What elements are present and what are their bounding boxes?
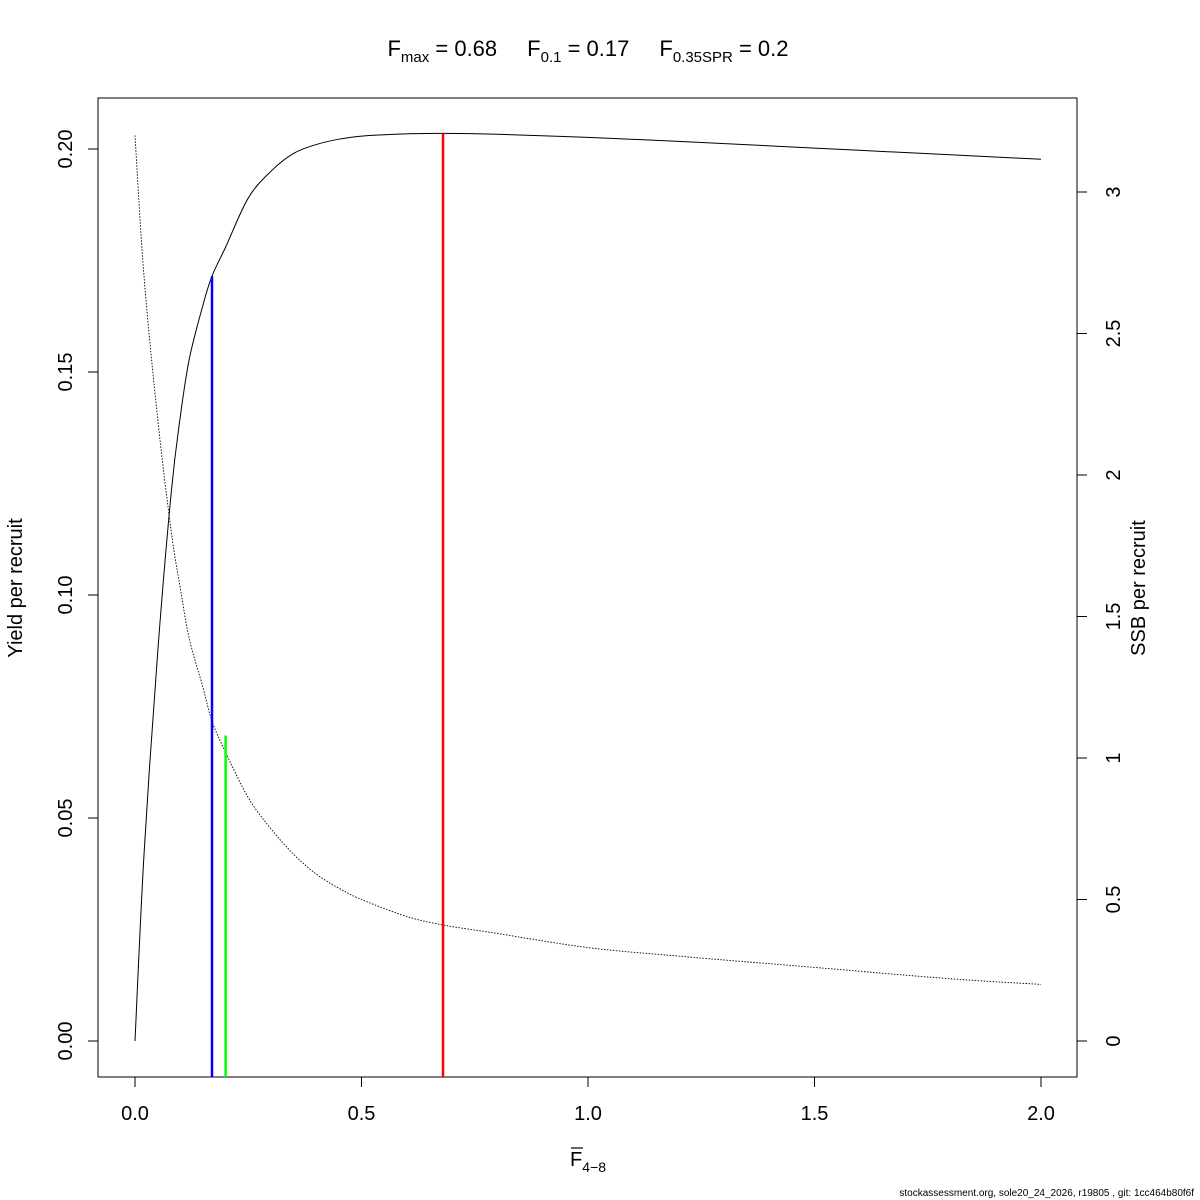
title-fmax-value: = 0.68 xyxy=(429,36,497,61)
title-f01-subscript: 0.1 xyxy=(541,49,562,66)
y-left-tick-label: 0.10 xyxy=(55,576,77,615)
x-tick-label: 1.0 xyxy=(574,1103,602,1125)
y-right-tick-label: 2 xyxy=(1103,469,1125,480)
reference-lines xyxy=(210,133,445,1077)
title-fspr-value: = 0.2 xyxy=(733,36,789,61)
series-layer xyxy=(134,132,1042,1042)
title-fmax-symbol: F xyxy=(387,36,400,61)
y-right-tick-label: 1 xyxy=(1103,752,1125,763)
ssb-per-recruit-curve xyxy=(134,135,1042,985)
y-right-tick-label: 2.5 xyxy=(1103,320,1125,348)
y-right-tick-label: 0.5 xyxy=(1103,886,1125,914)
y-right-tick-label: 3 xyxy=(1103,186,1125,197)
title-fspr-symbol: F xyxy=(659,36,672,61)
title-f01-value: = 0.17 xyxy=(561,36,629,61)
x-label-symbol: F xyxy=(570,1149,582,1171)
title-f01-symbol: F xyxy=(527,36,540,61)
y-right-tick-label: 0 xyxy=(1103,1035,1125,1046)
y-left-tick-label: 0.15 xyxy=(55,353,77,392)
x-tick-label: 1.5 xyxy=(801,1103,829,1125)
y-left-tick-label: 0.00 xyxy=(55,1022,77,1061)
footer-text: stockassessment.org, sole20_24_2026, r19… xyxy=(899,1188,1194,1199)
plot-frame xyxy=(97,97,1078,1078)
x-axis-label: F4−8 xyxy=(570,1149,606,1175)
title-fspr-subscript: 0.35SPR xyxy=(673,49,733,66)
y-right-axis-ticks: 0 0.5 1 1.5 2 2.5 3 xyxy=(1077,186,1125,1047)
y-right-axis-label: SSB per recruit xyxy=(1128,520,1150,656)
yield-per-recruit-curve xyxy=(134,132,1042,1042)
title-fmax-subscript: max xyxy=(401,49,430,66)
y-left-tick-label: 0.05 xyxy=(55,799,77,838)
y-left-tick-label: 0.20 xyxy=(55,130,77,169)
x-axis-ticks: 0.0 0.5 1.0 1.5 2.0 xyxy=(121,1077,1055,1125)
y-left-axis-ticks: 0.00 0.05 0.10 0.15 0.20 xyxy=(55,130,98,1061)
x-tick-label: 2.0 xyxy=(1027,1103,1055,1125)
chart-title: Fmax = 0.68 F0.1 = 0.17 F0.35SPR = 0.2 xyxy=(387,36,788,66)
y-left-axis-label: Yield per recruit xyxy=(5,518,27,658)
y-right-tick-label: 1.5 xyxy=(1103,603,1125,631)
x-tick-label: 0.0 xyxy=(121,1103,149,1125)
x-label-subscript: 4−8 xyxy=(582,1159,606,1175)
x-tick-label: 0.5 xyxy=(348,1103,376,1125)
